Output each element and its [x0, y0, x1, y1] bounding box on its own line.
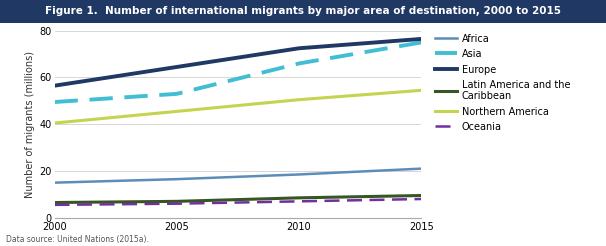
Text: Figure 1.  Number of international migrants by major area of destination, 2000 t: Figure 1. Number of international migran…: [45, 6, 561, 16]
Y-axis label: Number of migrants (millions): Number of migrants (millions): [25, 51, 35, 198]
Text: Data source: United Nations (2015a).: Data source: United Nations (2015a).: [6, 234, 149, 244]
Legend: Africa, Asia, Europe, Latin America and the
Caribbean, Northern America, Oceania: Africa, Asia, Europe, Latin America and …: [433, 32, 572, 134]
